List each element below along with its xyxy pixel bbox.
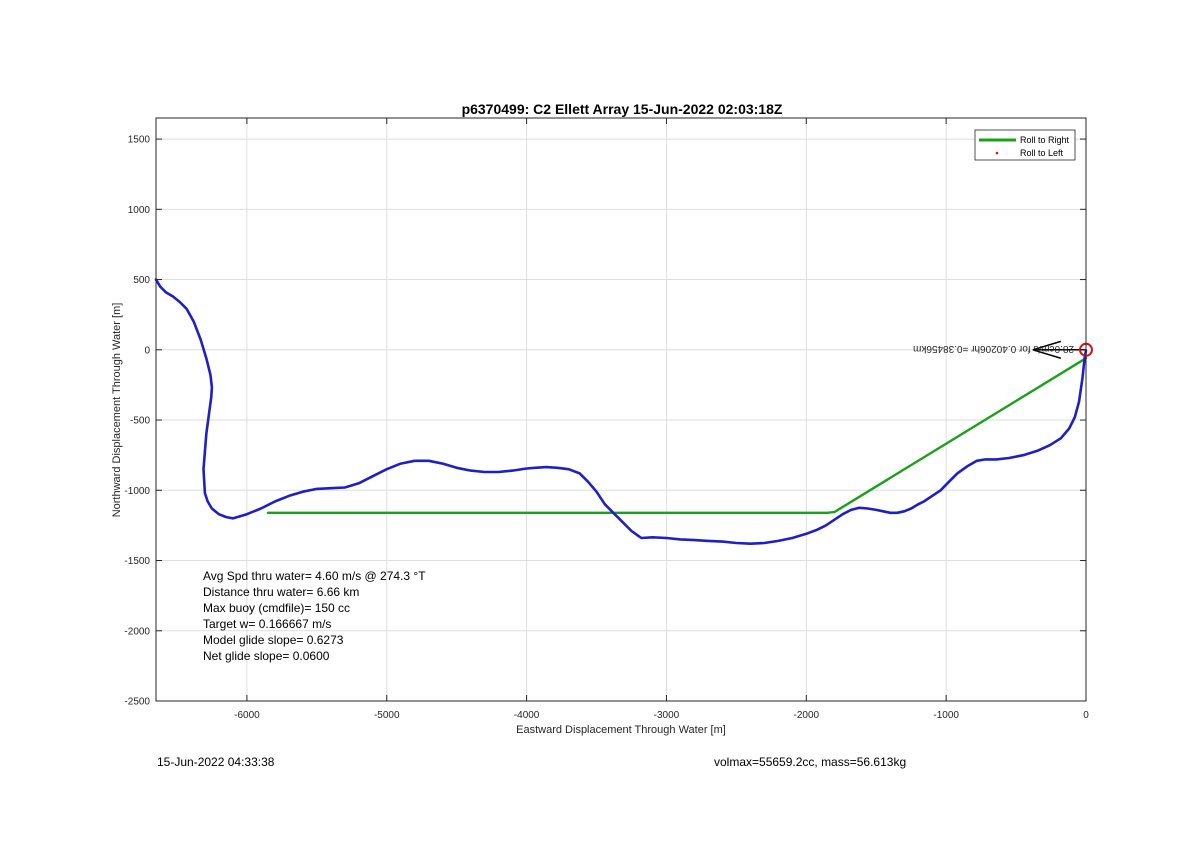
x-tick-label: -1000	[933, 710, 959, 721]
footer-mass-info: volmax=55659.2cc, mass=56.613kg	[714, 755, 906, 769]
current-arrow-head	[1032, 349, 1062, 359]
x-tick-label: -4000	[514, 710, 540, 721]
x-axis-label: Eastward Displacement Through Water [m]	[516, 724, 726, 736]
legend-label-roll-left: Roll to Left	[1020, 148, 1064, 158]
x-tick-label: 0	[1083, 710, 1089, 721]
x-tick-label: -6000	[234, 710, 260, 721]
y-tick-label: -2000	[124, 626, 150, 637]
legend-label-roll-right: Roll to Right	[1020, 135, 1070, 145]
axes-box	[155, 117, 1087, 702]
x-tick-label: -5000	[374, 710, 400, 721]
y-tick-label: 0	[144, 345, 150, 356]
legend-swatch-roll-left	[995, 151, 999, 155]
legend: Roll to Right Roll to Left	[974, 129, 1076, 161]
y-tick-label: 1000	[128, 205, 151, 216]
series-line-roll-right	[266, 357, 1088, 514]
y-tick-label: -1500	[124, 556, 150, 567]
current-arrow-label: 28.0cm/s for 0.40206hr =0.38456km	[913, 343, 1074, 354]
legend-box	[974, 129, 1076, 161]
dive-stats-annotation: Avg Spd thru water= 4.60 m/s @ 274.3 °T …	[203, 569, 426, 663]
y-tick-label: -1000	[124, 486, 150, 497]
series-group	[154, 278, 1088, 546]
y-axis-ticks: -2500 -2000 -1500 -1000 -500 0 500 1000 1500	[124, 135, 1086, 708]
y-tick-label: -2500	[124, 697, 150, 708]
x-tick-label: -3000	[654, 710, 680, 721]
stat-distance: Distance thru water= 6.66 km	[203, 585, 359, 599]
stat-max-buoy: Max buoy (cmdfile)= 150 cc	[203, 601, 350, 615]
y-tick-label: -500	[130, 416, 150, 427]
stat-target-w: Target w= 0.166667 m/s	[203, 617, 331, 631]
y-axis-label: Northward Displacement Through Water [m]	[111, 303, 123, 518]
series-line-track	[154, 278, 1088, 546]
plot-area: 28.0cm/s for 0.40206hr =0.38456km -6000-…	[124, 117, 1093, 721]
x-axis-ticks: -6000 -5000 -4000 -3000 -2000 -1000 0	[234, 118, 1089, 721]
current-arrow-head	[1032, 340, 1062, 351]
stat-model-glide-slope: Model glide slope= 0.6273	[203, 633, 344, 647]
y-tick-label: 500	[133, 275, 150, 286]
plot-background	[156, 118, 1086, 701]
stat-net-glide-slope: Net glide slope= 0.0600	[203, 649, 330, 663]
stat-avg-speed: Avg Spd thru water= 4.60 m/s @ 274.3 °T	[203, 569, 426, 583]
footer-timestamp: 15-Jun-2022 04:33:38	[157, 755, 275, 769]
x-tick-label: -2000	[794, 710, 820, 721]
chart-title: p6370499: C2 Ellett Array 15-Jun-2022 02…	[462, 101, 783, 117]
y-tick-label: 1500	[128, 135, 151, 146]
